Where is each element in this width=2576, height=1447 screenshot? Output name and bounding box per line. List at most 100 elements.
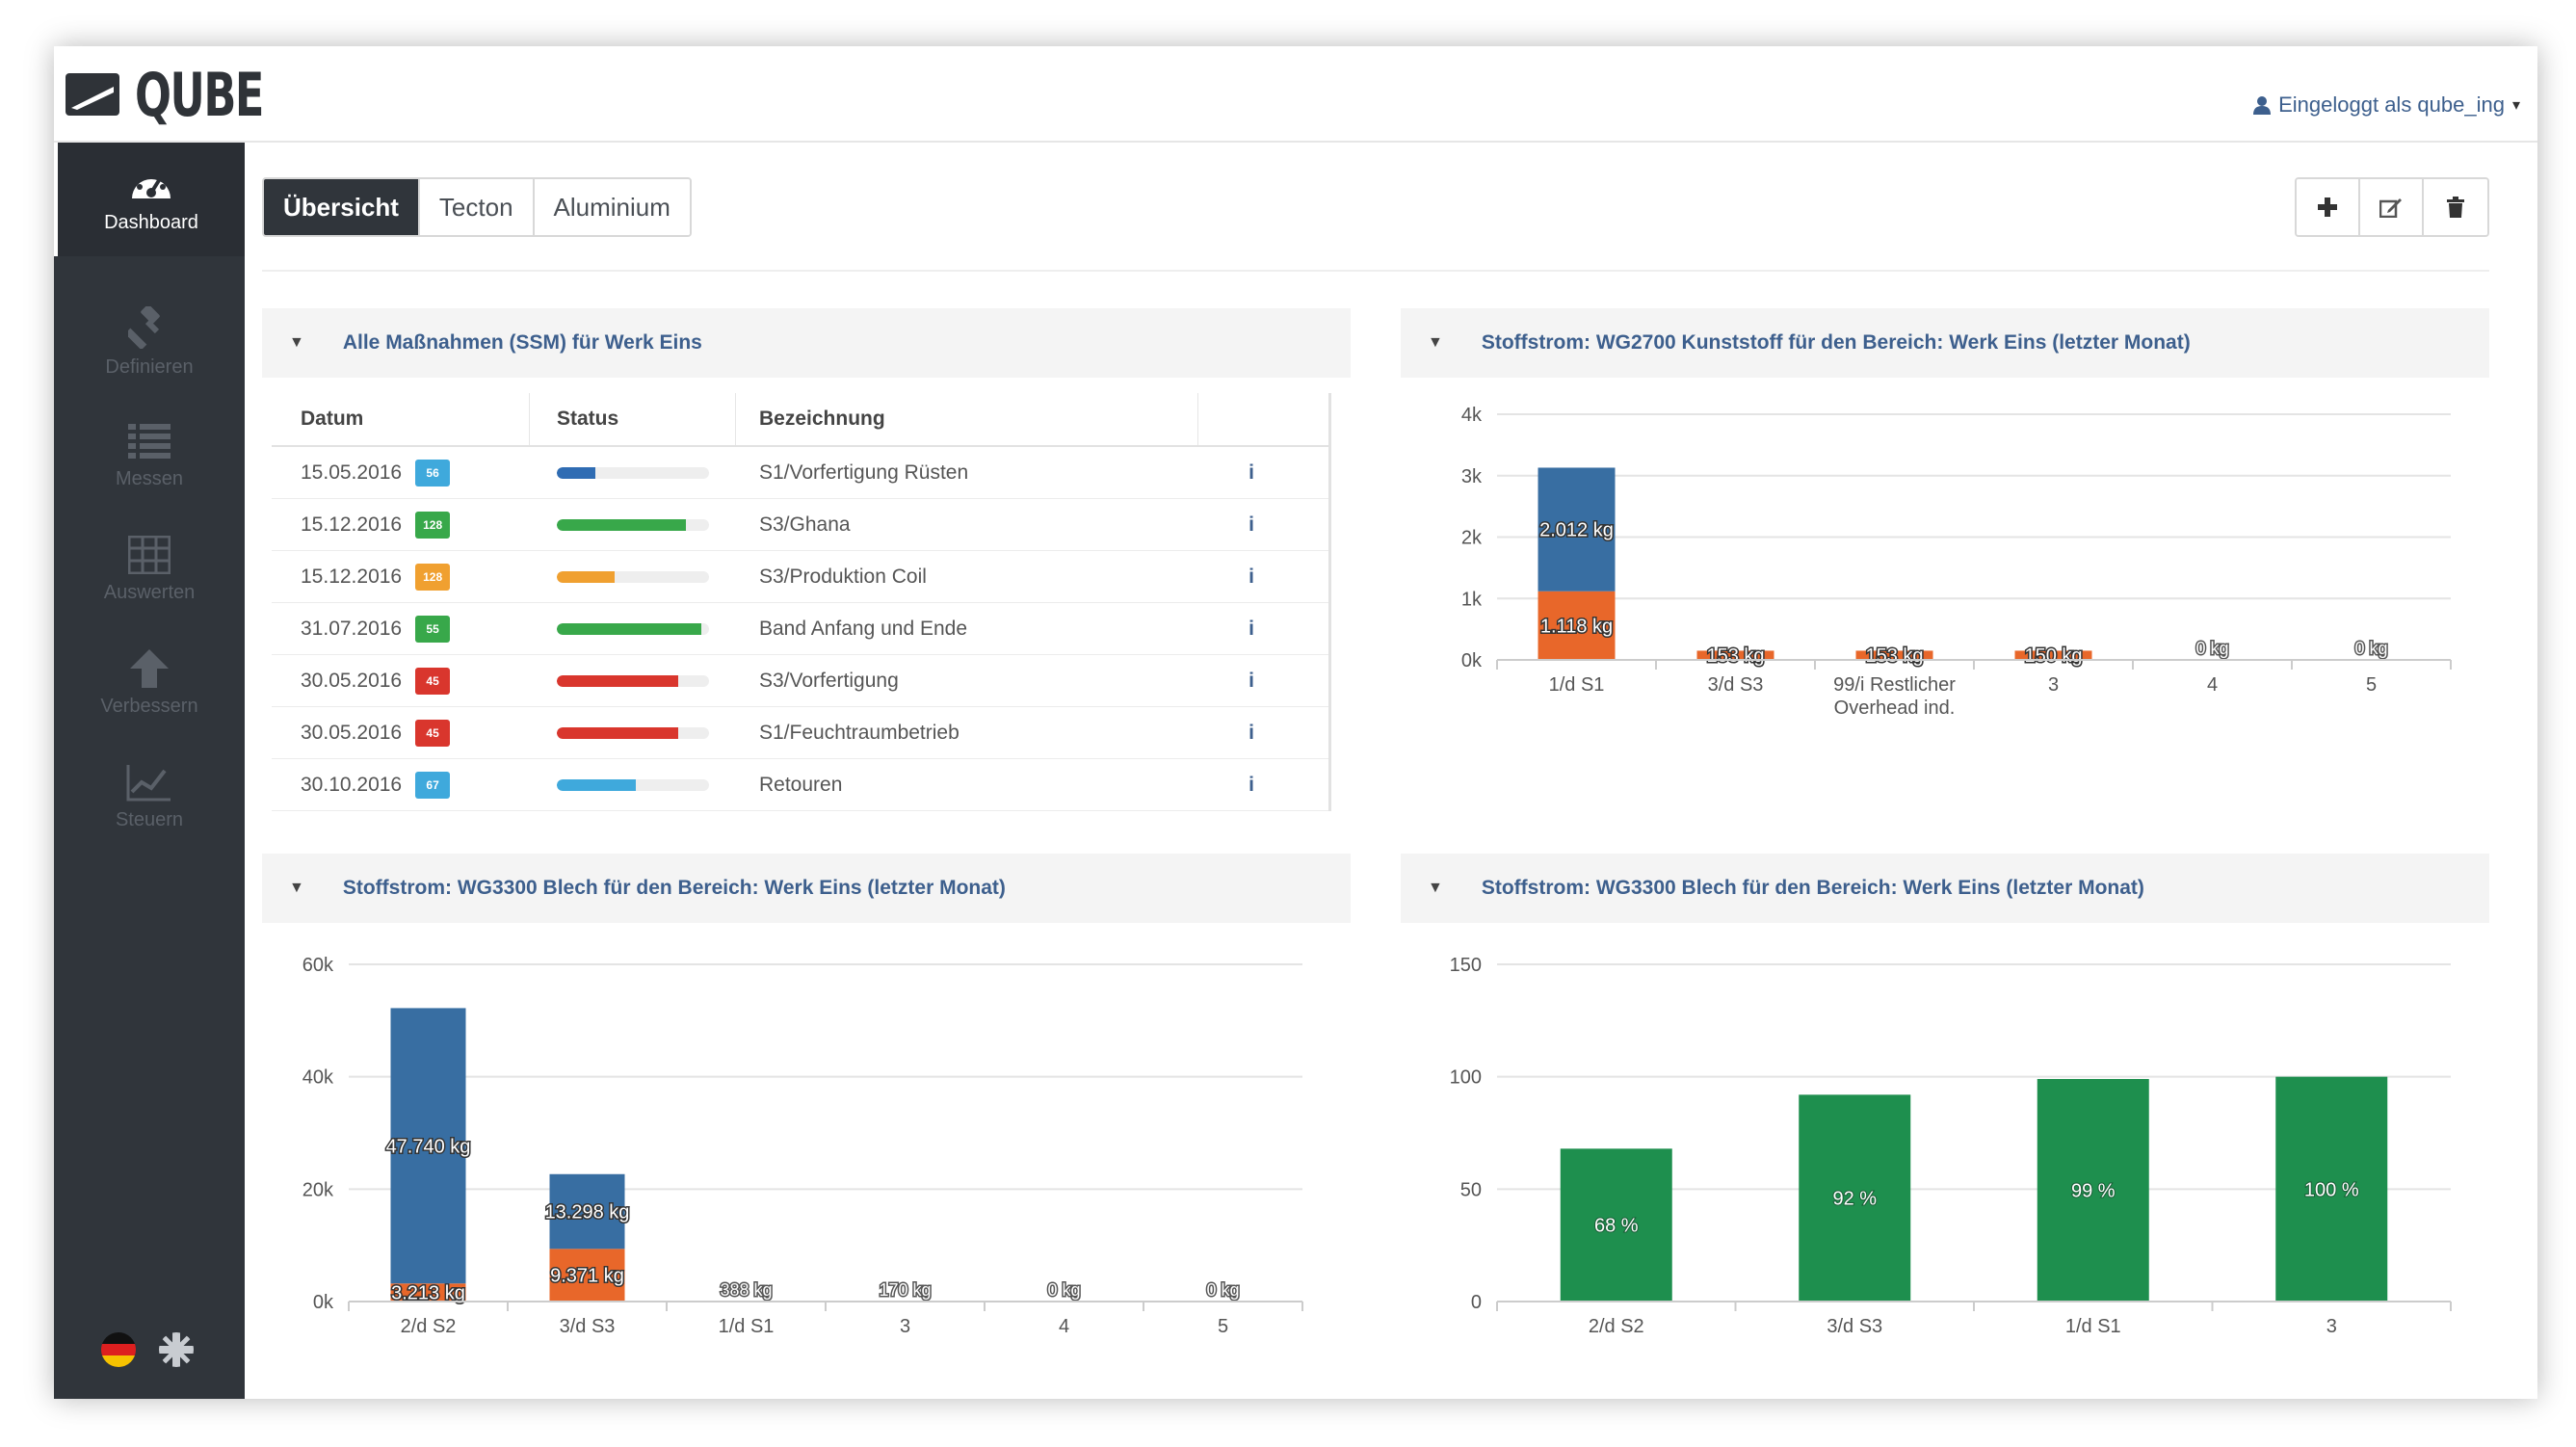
bar <box>1560 1148 1672 1302</box>
status-cell <box>530 570 736 583</box>
tab-aluminium[interactable]: Aluminium <box>534 179 690 235</box>
name-cell: Retouren <box>759 773 843 796</box>
data-label: 68 % <box>1594 1216 1639 1237</box>
progress-fill <box>557 518 687 531</box>
y-tick-label: 50 <box>1460 1179 1482 1200</box>
sidebar-item-auswerten[interactable]: Auswerten <box>54 513 245 626</box>
collapse-icon[interactable]: ▼ <box>1428 880 1443 896</box>
status-badge: 45 <box>415 719 451 747</box>
column-header-status[interactable]: Status <box>530 393 736 445</box>
blech-percent-chart-panel: ▼ Stoffstrom: WG3300 Blech für den Berei… <box>1401 854 2489 1393</box>
status-cell <box>530 466 736 479</box>
toolbar <box>2295 177 2489 237</box>
table-row[interactable]: 30.05.2016 45 S3/Vorfertigung i <box>272 655 1328 707</box>
progress-bar <box>557 622 709 635</box>
column-header-datum[interactable]: Datum <box>272 393 530 445</box>
data-label: 0 kg <box>2354 639 2387 658</box>
data-label: 153 kg <box>1706 645 1764 667</box>
edit-button[interactable] <box>2360 179 2424 235</box>
sidebar: Dashboard Definieren Messen <box>54 143 245 1399</box>
date-text: 30.05.2016 <box>301 669 403 692</box>
date-text: 31.07.2016 <box>301 617 403 640</box>
table-row[interactable]: 15.12.2016 128 S3/Produktion Coil i <box>272 551 1328 603</box>
collapse-icon[interactable]: ▼ <box>289 334 304 351</box>
data-label: 0 kg <box>1047 1280 1080 1300</box>
column-header-bezeichnung[interactable]: Bezeichnung <box>736 393 1198 445</box>
date-cell: 15.05.2016 56 <box>272 459 530 487</box>
data-label: 0 kg <box>1206 1280 1239 1300</box>
table-row[interactable]: 15.12.2016 128 S3/Ghana i <box>272 499 1328 551</box>
x-tick-label: 1/d S1 <box>1549 674 1605 696</box>
logo-mark-icon <box>66 73 119 116</box>
panel-header[interactable]: ▼ Alle Maßnahmen (SSM) für Werk Eins <box>262 308 1351 378</box>
table-row[interactable]: 30.10.2016 67 Retouren i <box>272 759 1328 811</box>
logo[interactable]: QUBE <box>64 60 313 130</box>
edit-icon <box>2379 198 2402 218</box>
top-bar: QUBE Eingeloggt als qube_ing ▾ <box>54 46 2537 143</box>
add-button[interactable] <box>2297 179 2360 235</box>
date-text: 15.12.2016 <box>301 565 403 588</box>
collapse-icon[interactable]: ▼ <box>289 880 304 896</box>
user-menu[interactable]: Eingeloggt als qube_ing ▾ <box>2253 92 2520 118</box>
table-row[interactable]: 15.05.2016 56 S1/Vorfertigung Rüsten i <box>272 447 1328 499</box>
date-text: 15.12.2016 <box>301 513 403 536</box>
bar <box>2275 1076 2388 1302</box>
flag-uk-icon[interactable] <box>158 1331 195 1368</box>
progress-bar <box>557 518 709 531</box>
table-row[interactable]: 31.07.2016 55 Band Anfang und Ende i <box>272 603 1328 655</box>
measures-panel: ▼ Alle Maßnahmen (SSM) für Werk Eins Dat… <box>262 308 1351 829</box>
status-badge: 55 <box>415 615 451 643</box>
data-label: 153 kg <box>1865 645 1923 667</box>
table-body: 15.05.2016 56 S1/Vorfertigung Rüsten i 15.12… <box>272 447 1328 811</box>
y-tick-label: 60k <box>302 955 334 976</box>
date-text: 30.05.2016 <box>301 721 403 744</box>
sidebar-item-steuern[interactable]: Steuern <box>54 740 245 854</box>
status-badge: 67 <box>415 771 451 799</box>
sidebar-item-dashboard[interactable]: Dashboard <box>54 143 245 256</box>
flag-de-icon[interactable] <box>100 1331 137 1368</box>
table-icon <box>128 535 171 574</box>
x-tick-label: 99/i Restlicher <box>1833 674 1956 696</box>
bar <box>549 1173 625 1250</box>
sidebar-item-label: Dashboard <box>104 211 198 233</box>
sidebar-item-messen[interactable]: Messen <box>54 399 245 513</box>
sidebar-item-definieren[interactable]: Definieren <box>54 285 245 399</box>
sidebar-item-verbessern[interactable]: Verbessern <box>54 626 245 740</box>
panel-header[interactable]: ▼ Stoffstrom: WG3300 Blech für den Berei… <box>262 854 1351 923</box>
status-badge: 128 <box>415 511 451 539</box>
table-row[interactable]: 30.05.2016 45 S1/Feuchtraumbetrieb i <box>272 707 1328 759</box>
panel-header[interactable]: ▼ Stoffstrom: WG2700 Kunststoff für den … <box>1401 308 2489 378</box>
y-tick-label: 150 <box>1450 955 1482 976</box>
info-icon[interactable]: i <box>1249 617 1254 640</box>
status-cell <box>530 622 736 635</box>
chevron-down-icon: ▾ <box>2511 97 2520 114</box>
collapse-icon[interactable]: ▼ <box>1428 334 1443 351</box>
info-icon[interactable]: i <box>1249 721 1254 744</box>
plus-icon <box>2318 197 2337 217</box>
app-window: QUBE Eingeloggt als qube_ing ▾ Dashboard <box>54 46 2537 1399</box>
bar <box>1538 467 1616 592</box>
status-cell <box>530 778 736 791</box>
user-label: Eingeloggt als qube_ing <box>2278 92 2505 117</box>
x-tick-label: 1/d S1 <box>719 1316 775 1337</box>
info-icon[interactable]: i <box>1249 460 1254 484</box>
panel-title: Stoffstrom: WG3300 Blech für den Bereich… <box>1481 877 2144 899</box>
delete-button[interactable] <box>2424 179 2487 235</box>
info-icon[interactable]: i <box>1249 565 1254 588</box>
tab-tecton[interactable]: Tecton <box>419 179 535 235</box>
y-tick-label: 0k <box>313 1292 334 1313</box>
x-tick-label: 1/d S1 <box>2065 1316 2121 1337</box>
info-icon[interactable]: i <box>1249 513 1254 536</box>
sidebar-item-label: Definieren <box>105 355 194 378</box>
x-tick-label: 3/d S3 <box>560 1316 616 1337</box>
language-switcher <box>100 1331 195 1368</box>
bar <box>549 1249 625 1302</box>
tab-uebersicht[interactable]: Übersicht <box>264 179 420 235</box>
status-cell <box>530 518 736 531</box>
panel-header[interactable]: ▼ Stoffstrom: WG3300 Blech für den Berei… <box>1401 854 2489 923</box>
y-tick-label: 20k <box>302 1179 334 1200</box>
info-icon[interactable]: i <box>1249 773 1254 796</box>
bar <box>390 1008 466 1284</box>
status-cell <box>530 674 736 687</box>
info-icon[interactable]: i <box>1249 669 1254 692</box>
